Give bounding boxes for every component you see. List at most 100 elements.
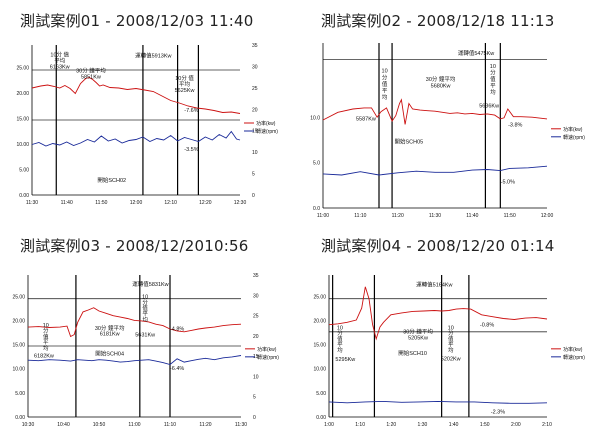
x-tick-label: 11:40 <box>61 200 73 206</box>
y-tick-label: 25.00 <box>313 294 326 300</box>
annotation-label: 10分 值 <box>175 74 194 82</box>
legend-label: 功率(kw) <box>256 120 276 127</box>
chart-title: 測試案例03 - 2008/12/2010:56 <box>20 237 249 255</box>
x-tick-label: 12:20 <box>199 200 212 206</box>
annotation-label: 均 <box>43 344 49 352</box>
x-tick-label: 11:20 <box>199 422 211 428</box>
annotation-label: 5680Kw <box>431 84 451 90</box>
legend-label: 轉速(rpm) <box>257 354 279 361</box>
annotation-label: 均 <box>142 315 148 323</box>
annotation-label: 值 <box>382 80 388 88</box>
x-tick-label: 11:20 <box>392 213 404 219</box>
annotation-label: 5587Kw <box>356 117 376 123</box>
y-tick-label: 0.00 <box>316 415 326 421</box>
annotation-label: 開始SCH02 <box>97 176 126 184</box>
annotation-label: 運轉值5164Kw <box>416 280 452 288</box>
chart-panel-3: 測試案例03 - 2008/12/2010:56 0.00 5.00 10.00 15… <box>0 222 300 444</box>
annotation-label: 值 <box>142 304 148 312</box>
annotation-label: 分 <box>337 329 343 337</box>
annotation-label: 均 <box>337 346 343 354</box>
x-tick-label: 11:50 <box>95 200 107 206</box>
annotation-label: 均 <box>448 346 454 354</box>
y2-tick-label: 0 <box>252 193 255 199</box>
annotation-label: 分 <box>43 327 49 335</box>
series-line-red <box>322 98 548 125</box>
y2-tick-label: 20 <box>252 107 258 113</box>
chart-svg: 0.00 5.00 10.00 15.00 20.00 25.00 0 5 10 15 20 25 30… <box>12 273 279 428</box>
y-tick-label: 5.00 <box>15 391 25 397</box>
x-tick-label: 10:50 <box>93 422 106 428</box>
annotation-label: 平 <box>337 341 343 348</box>
series-line-blue <box>322 165 548 176</box>
annotation-label: 5851Kw <box>81 75 101 81</box>
annotation-label: 值 <box>337 335 343 343</box>
y-tick-label: 10.00 <box>12 367 25 373</box>
annotation-label: 10 <box>382 69 388 75</box>
chart-svg: 0.0 5.0 10.0 11:00 11:10 11:20 11:30 11:40 11:50… <box>310 43 585 219</box>
x-tick-label: 11:10 <box>164 422 176 428</box>
x-tick-label: 12:30 <box>234 200 247 206</box>
y-tick-label: 5.0 <box>313 161 320 167</box>
x-tick-label: 2:00 <box>511 422 521 428</box>
annotation-label: 均 <box>382 93 388 101</box>
annotation-label: 10分 值 <box>50 51 69 59</box>
annotation-label: 平 <box>382 88 388 95</box>
annotation-label: 分 <box>448 329 454 337</box>
x-tick-label: 1:00 <box>324 422 334 428</box>
chart-panel-2: 測試案例02 - 2008/12/18 11:13 0.0 5.0 10.0 11:0… <box>301 0 601 222</box>
annotation-label: 30分 鐘平均 <box>426 75 456 83</box>
y2-tick-label: 25 <box>252 86 258 92</box>
annotation-label: 30分 鐘平均 <box>95 324 125 332</box>
annotation-label: 分 <box>490 68 496 76</box>
x-tick-label: 11:40 <box>466 213 478 219</box>
annotation-label: -6.4% <box>170 366 184 372</box>
x-tick-label: 11:30 <box>235 422 247 428</box>
annotation-label: 值 <box>448 335 454 343</box>
y-tick-label: 5.00 <box>316 391 326 397</box>
y-tick-label: 15.00 <box>16 117 29 123</box>
y2-tick-label: 10 <box>253 374 259 380</box>
y2-tick-label: 30 <box>253 293 259 299</box>
legend-label: 轉速(rpm) <box>563 134 585 141</box>
y-tick-label: 25.00 <box>12 294 25 300</box>
x-tick-label: 1:50 <box>480 422 490 428</box>
annotation-label: 6181Kw <box>100 332 120 338</box>
y-tick-label: 0.00 <box>15 415 25 421</box>
x-tick-label: 1:30 <box>418 422 428 428</box>
annotation-label: -3.8% <box>508 123 522 129</box>
annotation-label: 5202Kw <box>441 357 461 363</box>
chart-svg: 0.00 5.00 10.00 15.00 20.00 25.00 0 5 10 15 20 25 30… <box>16 43 278 206</box>
annotation-label: 平 <box>142 311 148 318</box>
annotation-label: 6163Kw <box>50 65 70 71</box>
annotation-label: 平均 <box>54 57 66 65</box>
x-tick-label: 2:10 <box>542 422 552 428</box>
chart-title: 測試案例02 - 2008/12/18 11:13 <box>321 12 555 30</box>
y2-tick-label: 30 <box>252 64 258 70</box>
annotation-label: 5295Kw <box>335 357 355 363</box>
x-tick-label: 11:10 <box>354 213 366 219</box>
x-tick-label: 1:20 <box>386 422 396 428</box>
legend-label: 轉速(rpm) <box>256 128 278 135</box>
y-tick-label: 0.0 <box>313 206 320 212</box>
legend-label: 功率(kw) <box>563 346 583 353</box>
chart-title: 測試案例04 - 2008/12/20 01:14 <box>321 237 555 255</box>
annotation-label: 分 <box>142 298 148 306</box>
y-tick-label: 15.00 <box>12 343 25 349</box>
y2-tick-label: 15 <box>253 354 259 360</box>
annotation-label: 10 <box>43 323 49 329</box>
annotation-label: -5.0% <box>501 179 515 185</box>
y-tick-label: 20.00 <box>12 318 25 324</box>
x-tick-label: 12:00 <box>130 200 143 206</box>
y-tick-label: 15.00 <box>313 343 326 349</box>
annotation-label: 分 <box>382 73 388 81</box>
series-line-red <box>31 77 241 114</box>
annotation-label: 5625Kw <box>175 88 195 94</box>
y-tick-label: 0.00 <box>19 193 29 199</box>
chart-svg: 0.00 5.00 10.00 15.00 20.00 25.00 1:00 1:10 1:20… <box>313 275 585 428</box>
x-tick-label: 1:10 <box>355 422 365 428</box>
annotation-label: 值 <box>43 332 49 340</box>
annotation-label: 平均 <box>179 80 191 88</box>
annotation-label: 5636Kw <box>479 103 499 109</box>
x-tick-label: 11:00 <box>128 422 140 428</box>
legend-label: 功率(kw) <box>563 126 583 133</box>
